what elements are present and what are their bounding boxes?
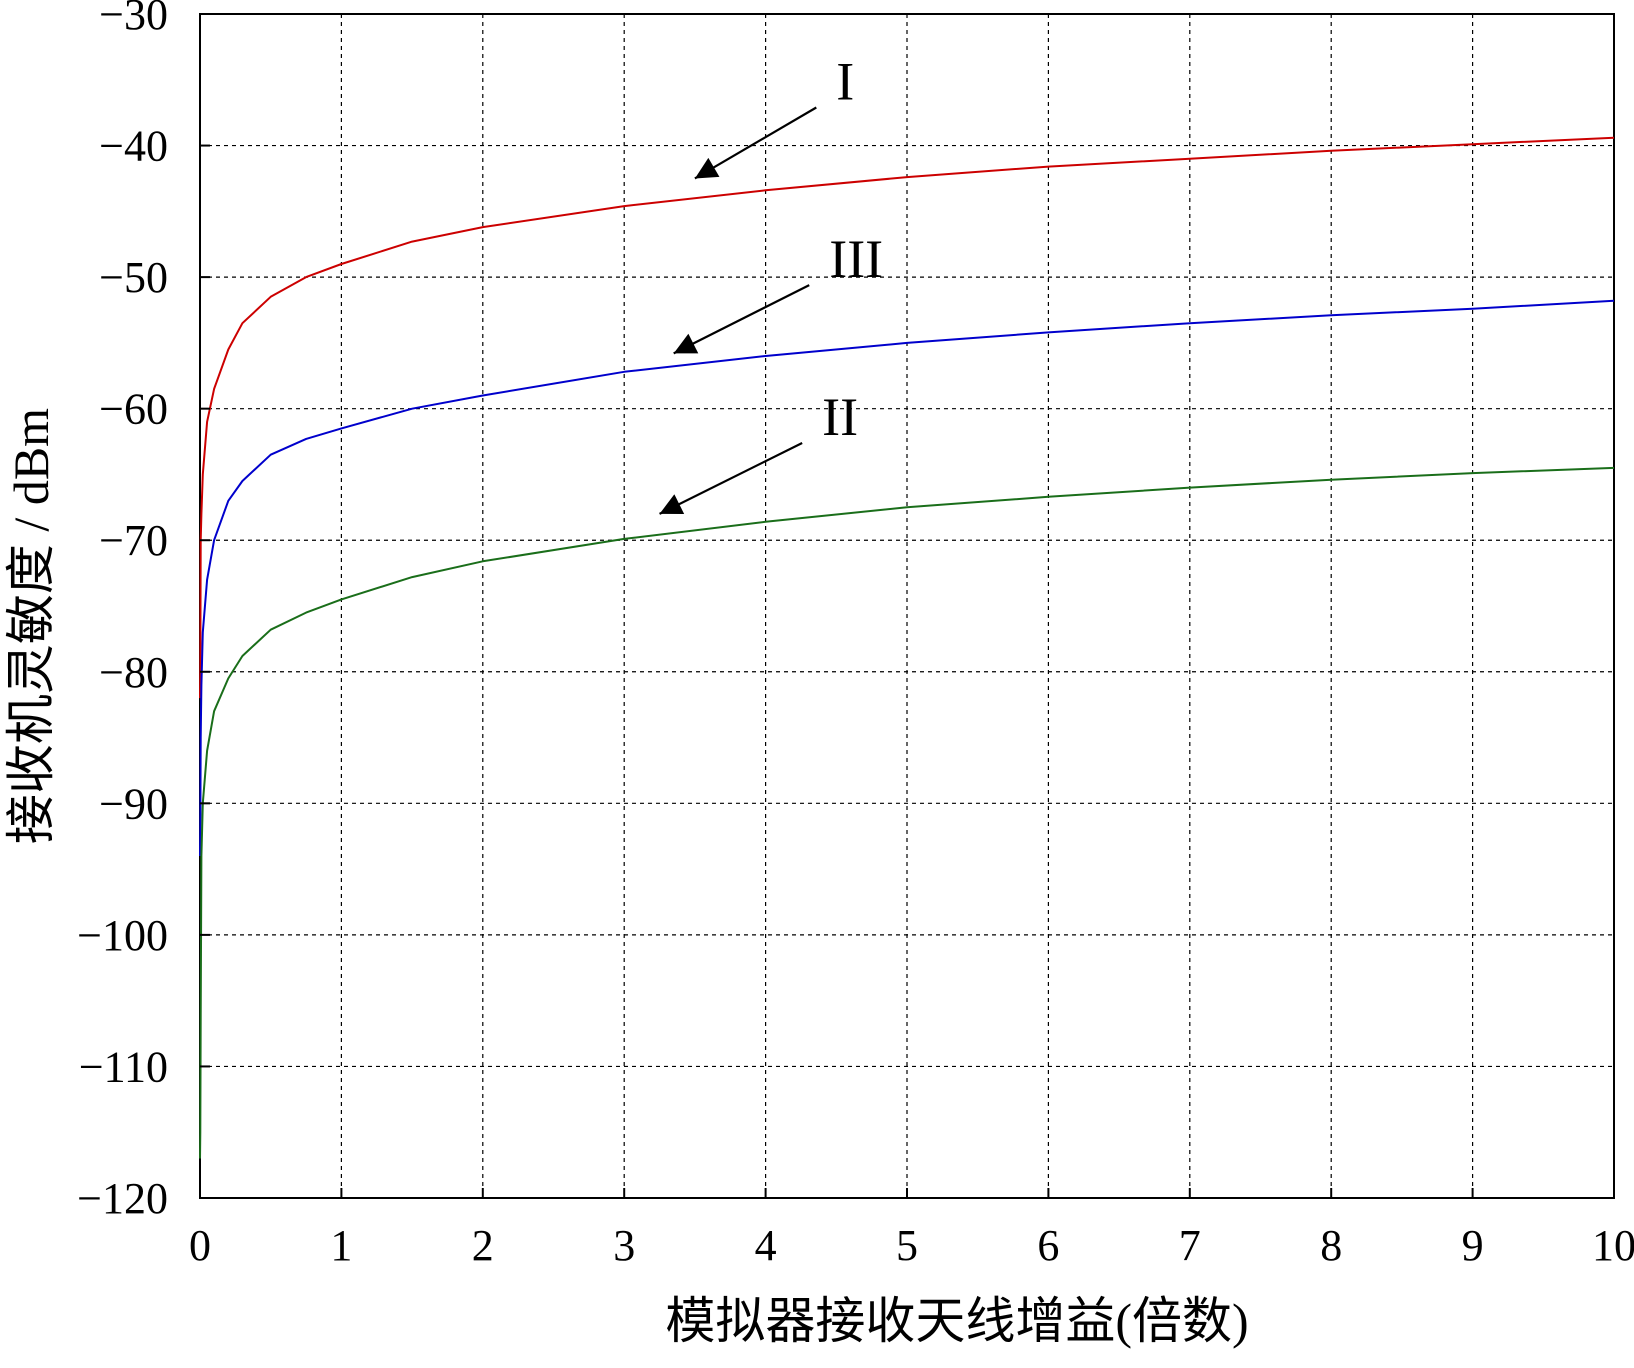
y-tick-label: −120 [77, 1174, 168, 1223]
y-tick-label: −40 [99, 122, 168, 171]
y-tick-label: −90 [99, 779, 168, 828]
series-line-3 [199, 466, 1615, 1159]
x-axis-title: 模拟器接收天线增益(倍数) [665, 1293, 1248, 1349]
x-tick-label: 1 [330, 1221, 352, 1270]
callout-arrow-2 [673, 284, 810, 355]
y-tick-label: −100 [77, 911, 168, 960]
y-axis-title: 接收机灵敏度 / dBm [3, 408, 59, 844]
x-tick-label: 10 [1592, 1221, 1634, 1270]
callout-arrow-1 [694, 106, 817, 180]
x-tick-label: 7 [1179, 1221, 1201, 1270]
series-lines [199, 136, 1615, 1159]
y-tick-label: −50 [99, 253, 168, 302]
x-tick-label: 4 [755, 1221, 777, 1270]
x-tick-label: 9 [1462, 1221, 1484, 1270]
grid-lines [200, 14, 1614, 1198]
series-line-2 [199, 299, 1615, 857]
x-tick-label: 5 [896, 1221, 918, 1270]
callout-label-2: III [829, 229, 883, 289]
x-tick-labels: 0 1 2 3 4 5 6 7 8 9 10 [189, 1188, 1634, 1270]
x-tick-label: 6 [1037, 1221, 1059, 1270]
series-line-1 [199, 136, 1615, 699]
y-tick-label: −60 [99, 385, 168, 434]
callout-label-3: II [822, 387, 858, 447]
callout-label-1: I [836, 52, 854, 112]
x-tick-label: 8 [1320, 1221, 1342, 1270]
y-tick-label: −70 [99, 516, 168, 565]
y-tick-labels: −30 −40 −50 −60 −70 −80 −90 −100 −110 −120 [77, 0, 210, 1223]
x-tick-label: 0 [189, 1221, 211, 1270]
callout-arrow-3 [659, 441, 803, 515]
y-tick-label: −80 [99, 648, 168, 697]
x-tick-label: 3 [613, 1221, 635, 1270]
y-tick-label: −110 [79, 1042, 168, 1091]
x-tick-label: 2 [472, 1221, 494, 1270]
y-tick-label: −30 [99, 0, 168, 39]
